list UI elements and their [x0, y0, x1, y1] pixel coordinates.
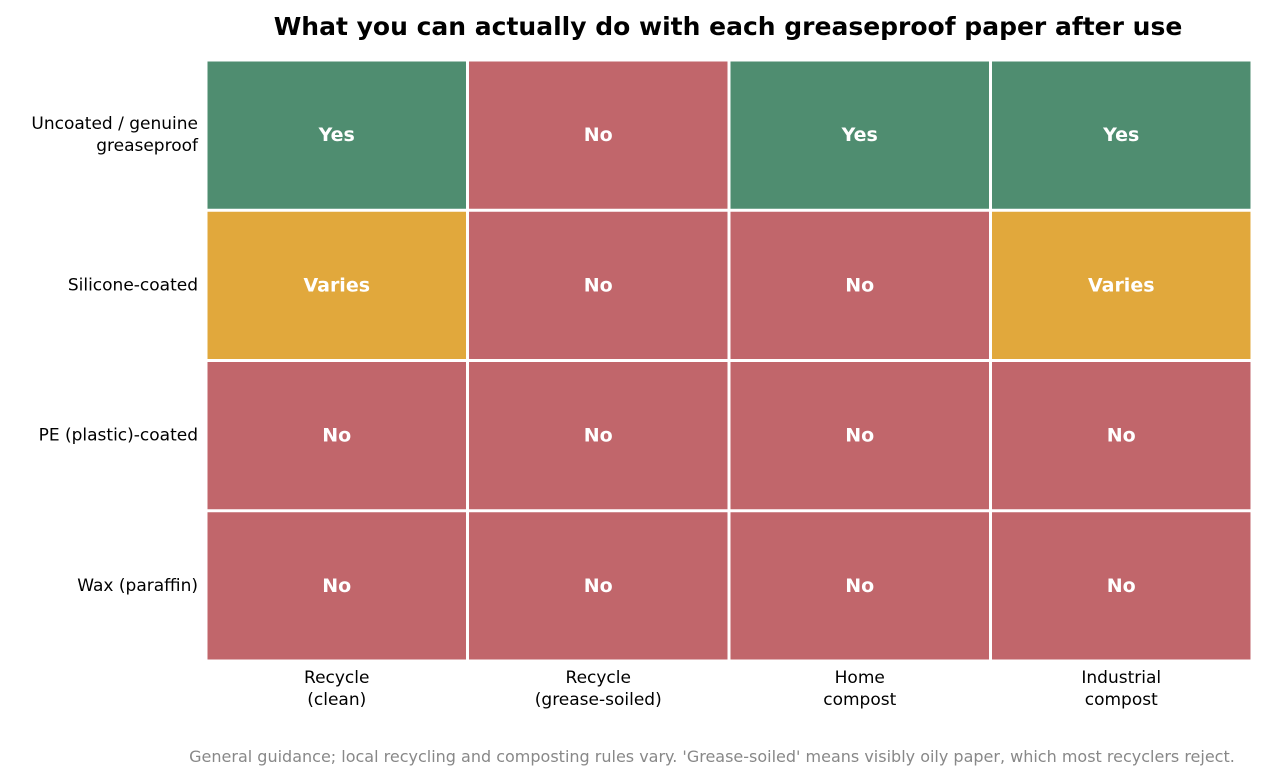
cell-r0-c3: [992, 61, 1251, 209]
cell-r0-c0: [207, 61, 466, 209]
cell-label-r2-c1: No: [584, 425, 613, 447]
row-label-line: Wax (paraffin): [77, 576, 198, 596]
row-label-wax-paraffin: Wax (paraffin): [77, 576, 198, 596]
cell-label-r1-c2: No: [845, 274, 874, 296]
cell-label-r2-c3: No: [1107, 425, 1136, 447]
cell-r2-c2: [730, 362, 989, 510]
cell-r1-c3: [992, 211, 1251, 359]
cell-r1-c1: [469, 211, 728, 359]
chart-title: What you can actually do with each greas…: [274, 12, 1183, 41]
cell-label-r3-c3: No: [1107, 575, 1136, 597]
row-label-line: Uncoated / genuine: [31, 114, 198, 134]
cell-r3-c2: [730, 512, 989, 660]
row-label-pe-plastic-coated: PE (plastic)-coated: [39, 426, 198, 446]
cell-r0-c2: [730, 61, 989, 209]
cell-label-r3-c0: No: [322, 575, 351, 597]
cell-label-r2-c0: No: [322, 425, 351, 447]
column-label-line: (grease-soiled): [535, 690, 662, 710]
column-label-line: Home: [835, 668, 885, 688]
cell-label-r0-c0: Yes: [318, 124, 355, 146]
column-label-line: (clean): [307, 690, 366, 710]
column-label-recycle-clean: Recycle (clean): [304, 668, 369, 710]
row-label-uncoated-genuine-greaseproof: Uncoated / genuine greaseproof: [31, 114, 199, 156]
cell-r3-c0: [207, 512, 466, 660]
column-label-home-compost: Home compost: [823, 668, 896, 710]
cell-label-r1-c0: Varies: [303, 274, 370, 296]
column-label-line: compost: [1085, 690, 1158, 710]
cell-r2-c3: [992, 362, 1251, 510]
cell-label-r1-c3: Varies: [1088, 274, 1155, 296]
row-label-line: Silicone-coated: [68, 275, 198, 295]
cell-label-r0-c2: Yes: [841, 124, 878, 146]
column-label-line: compost: [823, 690, 896, 710]
cell-r3-c1: [469, 512, 728, 660]
row-label-line: PE (plastic)-coated: [39, 426, 198, 446]
cell-r0-c1: [469, 61, 728, 209]
footnote: General guidance; local recycling and co…: [189, 747, 1235, 766]
row-label-line: greaseproof: [96, 136, 199, 156]
row-label-silicone-coated: Silicone-coated: [68, 275, 198, 295]
column-label-recycle-grease-soiled: Recycle (grease-soiled): [535, 668, 662, 710]
heatmap-cells: Yes No Yes Yes Varies No No Varies No No No No No No N…: [207, 61, 1251, 660]
cell-r2-c1: [469, 362, 728, 510]
cell-label-r3-c2: No: [845, 575, 874, 597]
column-label-line: Recycle: [566, 668, 631, 688]
cell-label-r2-c2: No: [845, 425, 874, 447]
cell-r3-c3: [992, 512, 1251, 660]
cell-label-r0-c3: Yes: [1102, 124, 1139, 146]
cell-r1-c2: [730, 211, 989, 359]
cell-r2-c0: [207, 362, 466, 510]
column-label-industrial-compost: Industrial compost: [1081, 668, 1161, 710]
row-labels: Uncoated / genuine greaseproof Silicone-co…: [31, 114, 199, 596]
cell-label-r1-c1: No: [584, 274, 613, 296]
column-label-line: Industrial: [1081, 668, 1161, 688]
column-labels: Recycle (clean)Recycle (grease-soiled)Home…: [304, 668, 1161, 710]
cell-r1-c0: [207, 211, 466, 359]
column-label-line: Recycle: [304, 668, 369, 688]
cell-label-r0-c1: No: [584, 124, 613, 146]
cell-label-r3-c1: No: [584, 575, 613, 597]
